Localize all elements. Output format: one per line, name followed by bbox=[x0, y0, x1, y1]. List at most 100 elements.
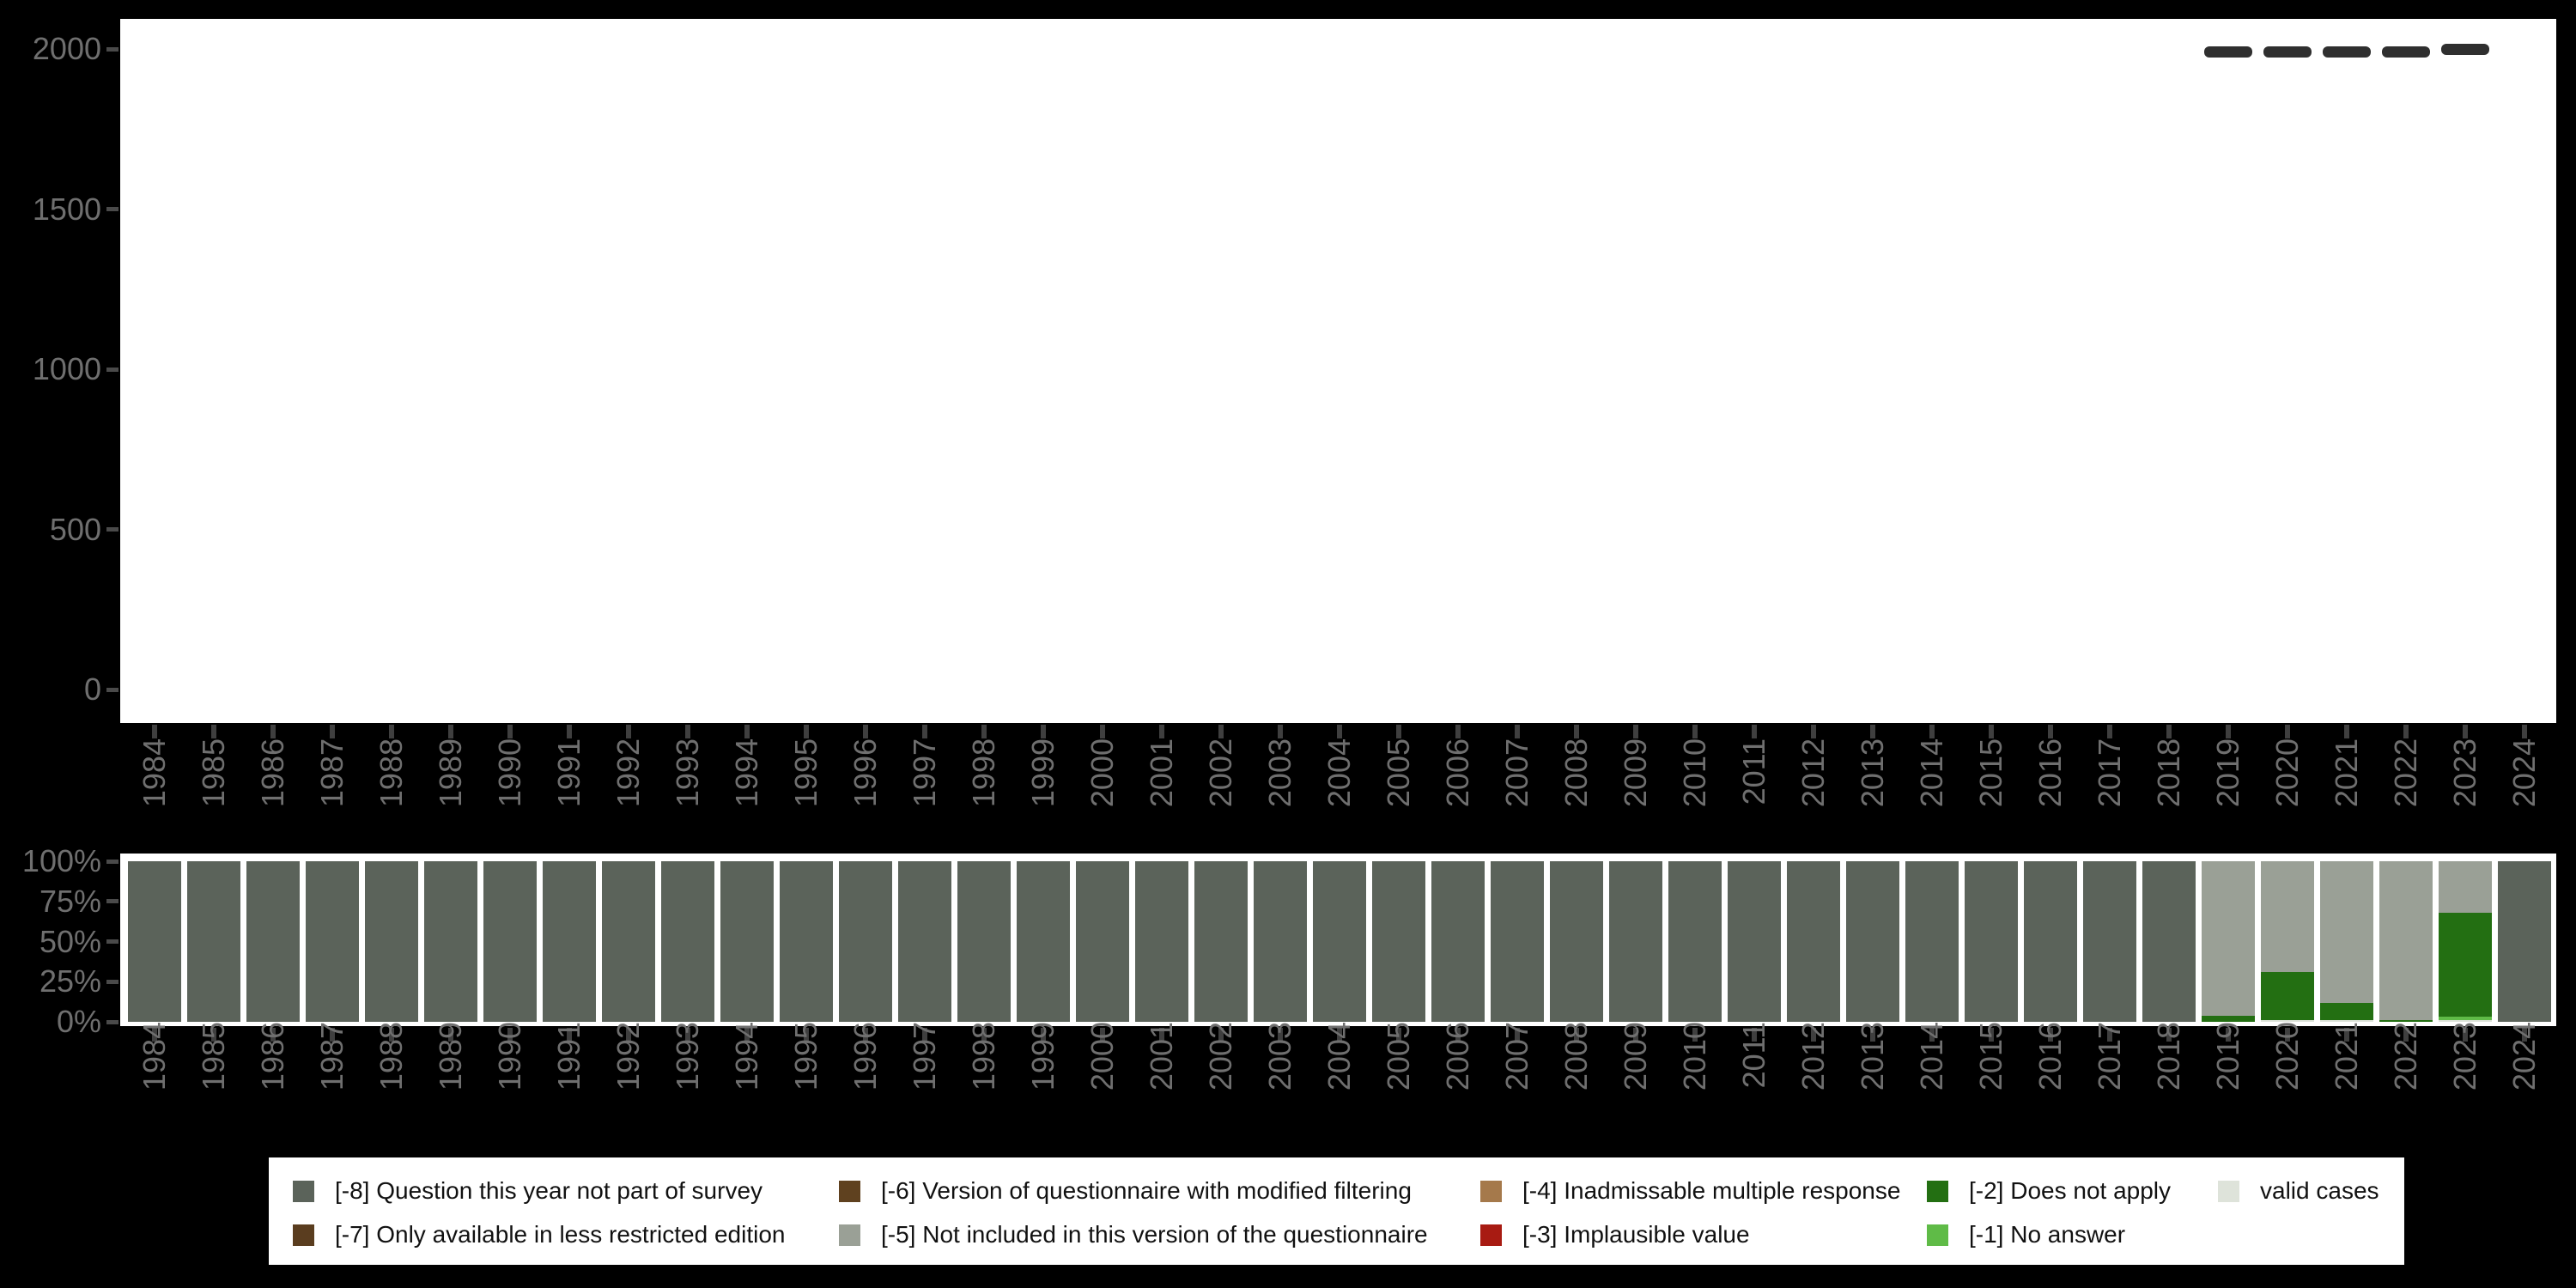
bar-segment-valid bbox=[2320, 1020, 2373, 1022]
x-axis-tick bbox=[2226, 725, 2231, 738]
bar-segment--2 bbox=[2439, 912, 2492, 1018]
x-axis-tick-label: 1989 bbox=[433, 1022, 468, 1091]
x-axis-tick-label: 2012 bbox=[1795, 1022, 1831, 1091]
legend-swatch--3 bbox=[1480, 1224, 1502, 1246]
x-axis-tick bbox=[744, 1028, 750, 1042]
value-dash-marker bbox=[2441, 44, 2489, 56]
x-axis-tick-label: 2015 bbox=[1973, 738, 2008, 808]
x-axis-tick-label: 1987 bbox=[314, 1022, 349, 1091]
x-axis-tick-label: 2004 bbox=[1321, 1022, 1357, 1091]
x-axis-tick bbox=[1218, 725, 1224, 738]
x-axis-tick bbox=[804, 1028, 809, 1042]
x-axis-tick-label: 1984 bbox=[137, 1022, 172, 1091]
x-axis-tick-label: 1994 bbox=[729, 1022, 764, 1091]
x-axis-tick bbox=[804, 725, 809, 738]
x-axis-tick bbox=[2463, 725, 2468, 738]
bar-segment--2 bbox=[2379, 1020, 2433, 1022]
x-axis-tick bbox=[389, 725, 394, 738]
x-axis-tick-label: 2020 bbox=[2269, 1022, 2305, 1091]
legend-entry--1: [-1] No answer bbox=[1927, 1221, 2126, 1248]
bar-segment--8 bbox=[1254, 861, 1307, 1022]
bar-segment--2 bbox=[2261, 972, 2314, 1021]
x-axis-tick-label: 1996 bbox=[848, 738, 883, 808]
bar-segment--8 bbox=[543, 861, 596, 1022]
x-axis-tick bbox=[981, 1028, 987, 1042]
x-axis-tick bbox=[1574, 725, 1579, 738]
y-axis-tick bbox=[106, 979, 118, 984]
bar-segment--8 bbox=[2498, 861, 2551, 1022]
x-axis-tick bbox=[507, 1028, 513, 1042]
x-axis-tick-label: 2021 bbox=[2329, 1022, 2364, 1091]
x-axis-tick bbox=[1633, 1028, 1638, 1042]
x-axis-tick-label: 2005 bbox=[1381, 1022, 1416, 1091]
legend-label--2: [-2] Does not apply bbox=[1969, 1177, 2172, 1204]
x-axis-tick-label: 2019 bbox=[2210, 1022, 2245, 1091]
x-axis-tick bbox=[2344, 1028, 2349, 1042]
x-axis-tick-label: 2013 bbox=[1855, 738, 1890, 808]
y-axis-tick bbox=[106, 527, 118, 532]
x-axis-tick-label: 1994 bbox=[729, 738, 764, 808]
x-axis-tick-label: 2002 bbox=[1203, 1022, 1238, 1091]
x-axis-tick-label: 2001 bbox=[1144, 1022, 1179, 1091]
x-axis-tick-label: 1989 bbox=[433, 738, 468, 808]
y-axis-tick-label: 0% bbox=[56, 1004, 101, 1039]
x-axis-tick bbox=[1218, 1028, 1224, 1042]
bar-segment--2 bbox=[2202, 1015, 2255, 1022]
bar-segment-valid bbox=[2439, 1020, 2492, 1022]
x-axis-tick bbox=[1396, 725, 1401, 738]
bar-segment--8 bbox=[1550, 861, 1603, 1022]
bar-segment--8 bbox=[246, 861, 300, 1022]
x-axis-tick-label: 1988 bbox=[374, 738, 409, 808]
x-axis-tick-label: 1993 bbox=[670, 1022, 705, 1091]
legend-label--4: [-4] Inadmissable multiple response bbox=[1522, 1177, 1901, 1204]
bar-segment--8 bbox=[898, 861, 951, 1022]
x-axis-tick-label: 1993 bbox=[670, 738, 705, 808]
bar-segment--5 bbox=[2320, 861, 2373, 1003]
x-axis-tick bbox=[1752, 725, 1757, 738]
y-axis-tick-label: 500 bbox=[49, 511, 101, 547]
bar-segment--1 bbox=[2439, 1017, 2492, 1021]
x-axis-tick bbox=[389, 1028, 394, 1042]
legend-label--1: [-1] No answer bbox=[1969, 1221, 2126, 1248]
bar-segment--8 bbox=[1846, 861, 1899, 1022]
x-axis-tick-label: 2018 bbox=[2151, 738, 2186, 808]
y-axis-tick bbox=[106, 859, 118, 864]
bar-segment--8 bbox=[2083, 861, 2136, 1022]
x-axis-tick-label: 1991 bbox=[551, 1022, 586, 1091]
bar-segment--8 bbox=[1905, 861, 1959, 1022]
x-axis-tick bbox=[1455, 1028, 1461, 1042]
x-axis-tick bbox=[2285, 725, 2290, 738]
bar-segment--8 bbox=[365, 861, 418, 1022]
x-axis-tick-label: 2017 bbox=[2092, 738, 2127, 808]
x-axis-tick bbox=[2522, 725, 2527, 738]
x-axis-tick bbox=[626, 725, 631, 738]
bar-segment--8 bbox=[1372, 861, 1425, 1022]
bar-segment--8 bbox=[2142, 861, 2196, 1022]
x-axis-tick-label: 1985 bbox=[196, 738, 231, 808]
x-axis-tick bbox=[330, 1028, 335, 1042]
x-axis-tick bbox=[448, 1028, 453, 1042]
y-axis-tick bbox=[106, 367, 118, 372]
bar-segment--8 bbox=[957, 861, 1011, 1022]
x-axis-tick-label: 2014 bbox=[1914, 738, 1949, 808]
x-axis-tick bbox=[1574, 1028, 1579, 1042]
x-axis-tick bbox=[270, 1028, 276, 1042]
y-axis-tick-label: 75% bbox=[39, 883, 101, 919]
y-axis-tick-label: 50% bbox=[39, 923, 101, 959]
x-axis-tick bbox=[2403, 725, 2409, 738]
x-axis-tick-label: 2021 bbox=[2329, 738, 2364, 808]
y-axis-tick-label: 25% bbox=[39, 963, 101, 999]
x-axis-tick-label: 2020 bbox=[2269, 738, 2305, 808]
x-axis-tick-label: 2022 bbox=[2388, 1022, 2423, 1091]
x-axis-tick bbox=[1929, 1028, 1935, 1042]
x-axis-tick-label: 1990 bbox=[492, 738, 527, 808]
x-axis-tick-label: 2003 bbox=[1262, 1022, 1297, 1091]
bar-segment-valid bbox=[2261, 1020, 2314, 1022]
bar-segment--8 bbox=[1787, 861, 1840, 1022]
x-axis-tick bbox=[744, 725, 750, 738]
bar-segment--8 bbox=[839, 861, 892, 1022]
bar-segment--8 bbox=[187, 861, 240, 1022]
bar-segment--8 bbox=[1431, 861, 1485, 1022]
x-axis-tick-label: 2010 bbox=[1677, 738, 1712, 808]
x-axis-tick bbox=[2463, 1028, 2468, 1042]
